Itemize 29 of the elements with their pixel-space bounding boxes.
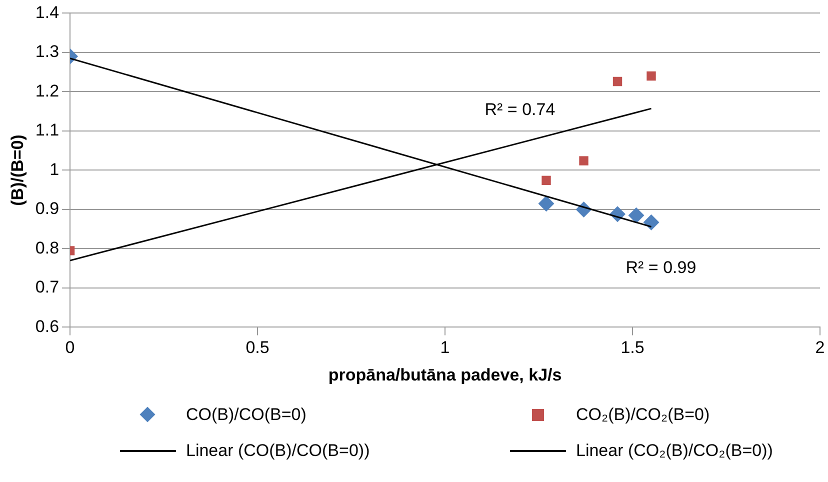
point [643,214,660,230]
y-tick-label: 0.7 [35,278,60,297]
y-tick-label: 0.9 [35,199,60,218]
y-axis-title: (B)/(B=0) [8,134,27,206]
annotation: R² = 0.99 [626,258,696,277]
x-tick-label: 1.5 [620,338,644,358]
y-tick-label: 0.6 [35,316,60,336]
x-tick-label: 2 [815,338,825,358]
y-tick-label: 1 [50,160,60,179]
point [612,76,622,86]
point [646,71,656,81]
y-tick-label: 1.2 [35,81,60,100]
legend-label: Linear (CO₂(B)/CO₂(B=0)) [576,441,773,461]
x-tick-label: 1 [440,338,450,358]
y-tick-label: 1.3 [35,42,60,62]
x-tick-label: 0.5 [246,338,270,358]
legend-label: CO(B)/CO(B=0) [186,405,306,425]
point [538,196,554,212]
annotation: R² = 0.74 [484,100,556,120]
y-tick-label: 1.1 [35,120,60,140]
x-tick-label: 0 [65,338,75,358]
point [542,176,551,185]
point [628,207,644,224]
point [579,156,588,166]
x-axis-title: propāna/butāna padeve, kJ/s [328,365,562,384]
legend-label: Linear (CO(B)/CO(B=0)) [186,441,370,461]
y-tick-label: 0.8 [35,238,60,258]
legend-label: CO₂(B)/CO₂(B=0) [576,405,710,425]
y-tick-label: 1.4 [35,2,60,22]
